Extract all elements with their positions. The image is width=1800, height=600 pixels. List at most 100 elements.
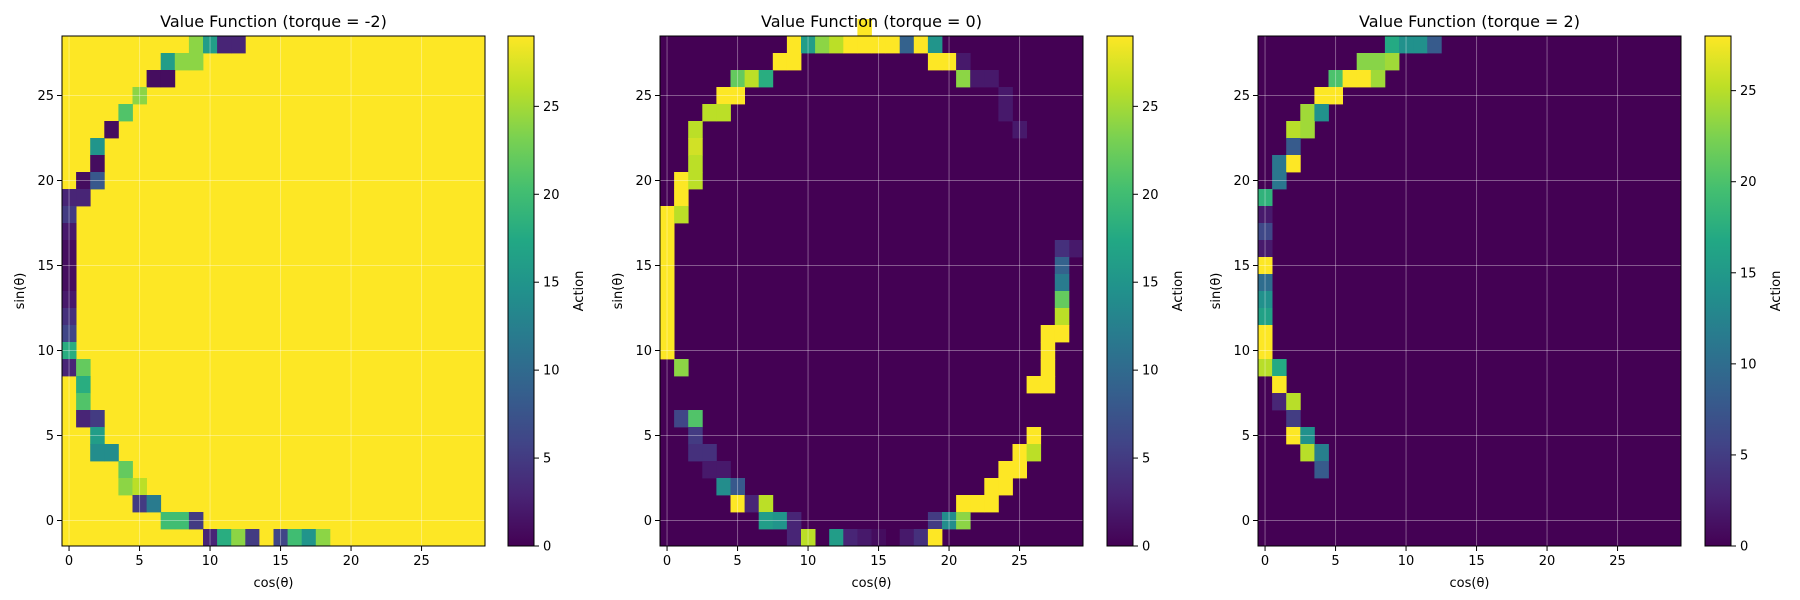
heatmap-cell	[90, 427, 105, 445]
heatmap-cell	[970, 70, 985, 88]
heatmap-cell	[927, 512, 943, 530]
heatmap-cell	[899, 36, 915, 54]
heatmap-cell	[62, 257, 77, 275]
heatmap-cell	[301, 529, 317, 547]
heatmap-cell	[273, 529, 288, 547]
heatmap-cell	[146, 495, 162, 513]
colorbar-tick-label: 10	[1142, 364, 1159, 379]
colorbar-tick-label: 20	[1740, 175, 1757, 190]
colorbar	[507, 35, 535, 547]
y-axis-label: sin(θ)	[1209, 273, 1224, 310]
heatmap-cell	[188, 512, 204, 530]
heatmap-cell	[104, 121, 119, 139]
heatmap-cell	[730, 478, 745, 496]
heatmap-cell	[998, 478, 1013, 496]
y-tick-label: 5	[46, 429, 54, 444]
y-axis-label: sin(θ)	[13, 273, 28, 310]
heatmap-cell	[1384, 36, 1400, 54]
colorbar-tick-label: 20	[1142, 188, 1159, 203]
panel-title: Value Function (torque = -2)	[160, 12, 387, 31]
heatmap-cell	[927, 529, 943, 547]
heatmap-cell	[970, 495, 985, 513]
heatmap-cell	[815, 36, 830, 54]
y-tick-label: 10	[1233, 344, 1250, 359]
x-tick-label: 0	[1261, 554, 1269, 569]
colorbar-tick-label: 25	[543, 100, 560, 115]
x-tick-label: 25	[1609, 554, 1626, 569]
heatmap-cell	[688, 138, 703, 156]
heatmap-cell	[259, 529, 274, 547]
heatmap-cell	[660, 274, 675, 292]
heatmap-cell	[90, 410, 105, 428]
heatmap-cell	[1012, 121, 1027, 139]
heatmap-cell	[744, 70, 760, 88]
heatmap-cell	[716, 104, 731, 122]
heatmap-cell	[132, 478, 147, 496]
heatmap-cell	[1427, 36, 1442, 54]
heatmap-cell	[1356, 70, 1372, 88]
heatmap-cell	[1300, 104, 1315, 122]
panel-title: Value Function (torque = 0)	[761, 12, 982, 31]
heatmap-cell	[998, 87, 1013, 105]
colorbar-tick-label: 25	[1142, 100, 1159, 115]
heatmap-cell	[62, 342, 77, 360]
heatmap-cell	[1286, 410, 1301, 428]
heatmap-cell	[1272, 376, 1287, 394]
y-tick-label: 25	[635, 89, 652, 104]
heatmap-cell	[688, 121, 703, 139]
y-tick-label: 20	[1233, 174, 1250, 189]
plot-frame	[61, 35, 486, 547]
heatmap-cell	[688, 444, 703, 462]
heatmap-cell	[772, 53, 788, 71]
heatmap-cell	[1258, 240, 1273, 258]
heatmap-cell	[857, 19, 872, 37]
x-axis-label: cos(θ)	[254, 576, 294, 591]
heatmap-cell	[801, 36, 816, 54]
heatmap-cell	[62, 240, 77, 258]
heatmap-cell	[674, 189, 689, 207]
heatmap-cell	[1054, 257, 1070, 275]
heatmap-cell	[829, 529, 844, 547]
heatmap-cell	[188, 36, 204, 54]
y-tick-label: 25	[1233, 89, 1250, 104]
heatmap-cell	[857, 529, 872, 547]
heatmap-cell	[716, 478, 731, 496]
heatmap-cell	[942, 512, 957, 530]
x-tick-label: 5	[135, 554, 143, 569]
heatmap-cell	[660, 308, 675, 326]
x-tick-label: 5	[733, 554, 741, 569]
heatmap-cell	[62, 325, 77, 343]
heatmap-cell	[118, 478, 133, 496]
heatmap-cell	[1342, 70, 1358, 88]
colorbar-tick-label: 15	[1740, 266, 1757, 281]
heatmap-cell	[1054, 274, 1070, 292]
x-tick-label: 0	[65, 554, 73, 569]
heatmap-cell	[1258, 325, 1273, 343]
heatmap-cell	[1026, 427, 1042, 445]
heatmap-cell	[76, 172, 91, 190]
heatmap-panel: 0 5 10 15 20 25 0 5 10 15 20 25 Value Function (torq…	[13, 12, 587, 591]
heatmap-cell	[188, 53, 204, 71]
heatmap-cell	[758, 512, 774, 530]
heatmap-cell	[62, 274, 77, 292]
heatmap-cell	[674, 359, 689, 377]
heatmap-cell	[913, 529, 929, 547]
heatmap-cell	[62, 291, 77, 309]
heatmap-cell	[913, 36, 929, 54]
heatmap-cell	[1054, 325, 1070, 343]
heatmap-cell	[801, 529, 816, 547]
heatmap-cell	[1258, 223, 1273, 241]
heatmap-cell	[660, 257, 675, 275]
panel-title: Value Function (torque = 2)	[1359, 12, 1580, 31]
heatmap-cell	[1300, 121, 1315, 139]
heatmap-cell	[118, 104, 133, 122]
heatmap-cell	[146, 70, 162, 88]
heatmap-cell	[62, 359, 77, 377]
y-tick-label: 10	[635, 344, 652, 359]
colorbar-tick-label: 20	[543, 188, 560, 203]
heatmap-cell	[871, 36, 886, 54]
heatmap-cell	[76, 410, 91, 428]
heatmap-cell	[1012, 461, 1027, 479]
heatmap-cell	[1272, 172, 1287, 190]
